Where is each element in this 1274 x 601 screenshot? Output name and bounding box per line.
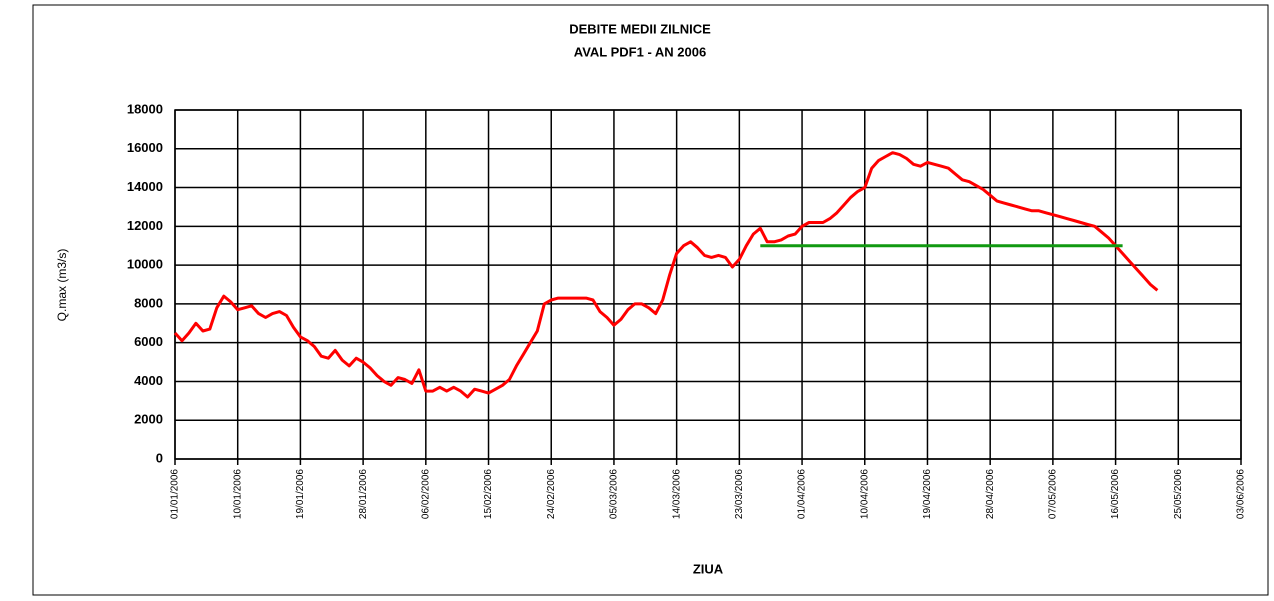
- x-tick-label: 05/03/2006: [609, 469, 620, 519]
- y-tick-label: 6000: [134, 334, 163, 349]
- y-tick-label: 4000: [134, 373, 163, 388]
- x-tick-label: 28/04/2006: [985, 469, 996, 519]
- chart-frame: [32, 4, 1269, 596]
- x-tick-label: 23/03/2006: [734, 469, 745, 519]
- y-tick-label: 18000: [127, 101, 163, 116]
- y-tick-label: 16000: [127, 140, 163, 155]
- y-tick-label: 14000: [127, 179, 163, 194]
- x-tick-label: 19/01/2006: [295, 469, 306, 519]
- chart-subtitle: AVAL PDF1 - AN 2006: [574, 44, 706, 59]
- x-tick-label: 19/04/2006: [922, 469, 933, 519]
- x-tick-label: 01/01/2006: [170, 469, 181, 519]
- x-axis-label: ZIUA: [693, 561, 724, 576]
- chart-title: DEBITE MEDII ZILNICE: [569, 21, 711, 36]
- y-tick-label: 2000: [134, 412, 163, 427]
- plot-border: [174, 109, 1242, 460]
- x-tick-label: 10/01/2006: [232, 469, 243, 519]
- x-tick-label: 24/02/2006: [546, 469, 557, 519]
- y-tick-label: 0: [156, 450, 163, 465]
- x-tick-label: 16/05/2006: [1110, 469, 1121, 519]
- x-tick-label: 28/01/2006: [358, 469, 369, 519]
- x-tick-label: 14/03/2006: [671, 469, 682, 519]
- x-tick-label: 10/04/2006: [859, 469, 870, 519]
- x-tick-label: 01/04/2006: [797, 469, 808, 519]
- y-tick-label: 12000: [127, 218, 163, 233]
- x-tick-label: 25/05/2006: [1173, 469, 1184, 519]
- x-tick-label: 15/02/2006: [483, 469, 494, 519]
- x-tick-label: 07/05/2006: [1048, 469, 1059, 519]
- data-line: [173, 151, 1159, 399]
- y-tick-label: 8000: [134, 295, 163, 310]
- y-tick-label: 10000: [127, 257, 163, 272]
- x-tick-label: 06/02/2006: [420, 469, 431, 519]
- x-tick-label: 03/06/2006: [1236, 469, 1247, 519]
- y-axis-label: Q.max (m3/s): [55, 249, 69, 322]
